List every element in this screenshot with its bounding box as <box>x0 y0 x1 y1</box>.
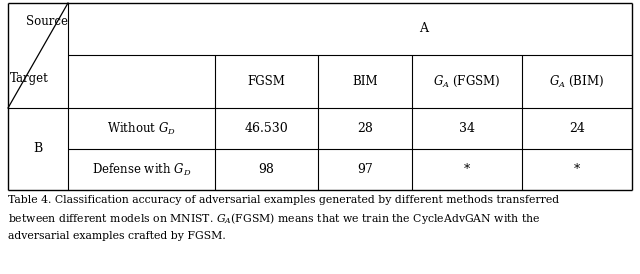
Text: A: A <box>419 22 428 36</box>
Text: BIM: BIM <box>352 75 378 88</box>
Text: 46.530: 46.530 <box>244 122 289 135</box>
Text: Source: Source <box>26 15 68 28</box>
Text: Table 4. Classification accuracy of adversarial examples generated by different : Table 4. Classification accuracy of adve… <box>8 195 559 205</box>
Text: adversarial examples crafted by FGSM.: adversarial examples crafted by FGSM. <box>8 231 226 241</box>
Text: $G_A$ (FGSM): $G_A$ (FGSM) <box>433 74 500 89</box>
Text: $G_A$ (BIM): $G_A$ (BIM) <box>550 74 605 89</box>
Text: Defense with $G_D$: Defense with $G_D$ <box>92 161 191 178</box>
Text: between different models on MNIST. $G_A$(FGSM) means that we train the CycleAdvG: between different models on MNIST. $G_A$… <box>8 210 541 226</box>
Text: 98: 98 <box>259 163 275 176</box>
Text: Without $G_D$: Without $G_D$ <box>107 121 176 136</box>
Text: 28: 28 <box>357 122 373 135</box>
Text: 24: 24 <box>569 122 585 135</box>
Text: 34: 34 <box>459 122 475 135</box>
Text: Target: Target <box>10 72 49 85</box>
Text: B: B <box>33 142 43 156</box>
Text: FGSM: FGSM <box>248 75 285 88</box>
Text: 97: 97 <box>357 163 373 176</box>
Text: *: * <box>464 163 470 176</box>
Text: *: * <box>574 163 580 176</box>
